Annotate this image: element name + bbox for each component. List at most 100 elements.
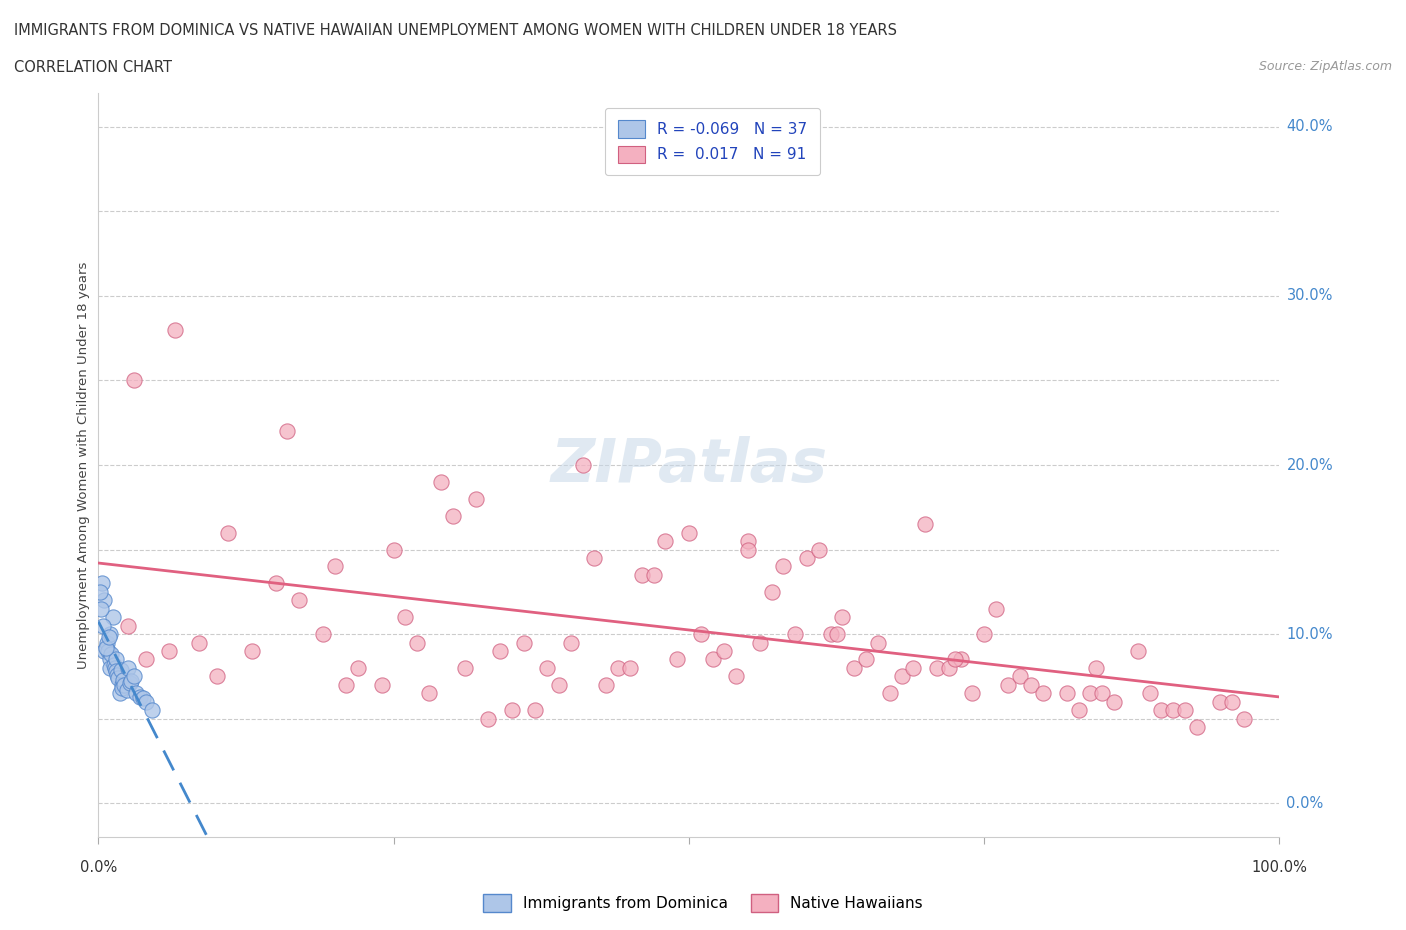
Point bbox=[949, 652, 972, 667]
Point bbox=[240, 644, 263, 658]
Point bbox=[630, 567, 652, 582]
Point bbox=[112, 677, 135, 692]
Point bbox=[725, 669, 748, 684]
Point bbox=[938, 660, 960, 675]
Point bbox=[890, 669, 912, 684]
Point bbox=[103, 658, 125, 672]
Point bbox=[312, 627, 335, 642]
Point bbox=[465, 491, 488, 506]
Point bbox=[1067, 703, 1090, 718]
Point bbox=[288, 592, 311, 607]
Point bbox=[536, 660, 558, 675]
Point bbox=[1056, 685, 1078, 700]
Point bbox=[441, 509, 464, 524]
Point bbox=[844, 660, 866, 675]
Text: ZIPatlas: ZIPatlas bbox=[550, 435, 828, 495]
Point bbox=[595, 677, 617, 692]
Point bbox=[866, 635, 889, 650]
Legend: Immigrants from Dominica, Native Hawaiians: Immigrants from Dominica, Native Hawaiia… bbox=[477, 888, 929, 918]
Point bbox=[347, 660, 370, 675]
Point bbox=[112, 672, 135, 687]
Point bbox=[105, 667, 128, 682]
Point bbox=[91, 618, 114, 633]
Point bbox=[117, 660, 139, 675]
Point bbox=[93, 592, 115, 607]
Point bbox=[105, 652, 128, 667]
Text: 0.0%: 0.0% bbox=[1286, 796, 1323, 811]
Point bbox=[737, 542, 759, 557]
Point bbox=[90, 602, 112, 617]
Point bbox=[943, 652, 966, 667]
Text: 30.0%: 30.0% bbox=[1286, 288, 1333, 303]
Point bbox=[702, 652, 724, 667]
Point bbox=[796, 551, 818, 565]
Point bbox=[97, 644, 120, 658]
Text: CORRELATION CHART: CORRELATION CHART bbox=[14, 60, 172, 75]
Point bbox=[104, 660, 127, 675]
Point bbox=[430, 474, 453, 489]
Point bbox=[110, 662, 132, 677]
Text: IMMIGRANTS FROM DOMINICA VS NATIVE HAWAIIAN UNEMPLOYMENT AMONG WOMEN WITH CHILDR: IMMIGRANTS FROM DOMINICA VS NATIVE HAWAI… bbox=[14, 23, 897, 38]
Point bbox=[94, 640, 117, 655]
Point bbox=[89, 584, 111, 599]
Point bbox=[761, 584, 783, 599]
Point bbox=[128, 689, 150, 704]
Point bbox=[879, 685, 901, 700]
Point bbox=[914, 517, 936, 532]
Point bbox=[217, 525, 239, 540]
Point bbox=[1139, 685, 1161, 700]
Point bbox=[121, 674, 143, 689]
Point bbox=[1032, 685, 1054, 700]
Point bbox=[382, 542, 405, 557]
Point bbox=[120, 676, 142, 691]
Point bbox=[141, 703, 163, 718]
Point bbox=[1209, 695, 1232, 710]
Point bbox=[548, 677, 571, 692]
Point bbox=[831, 610, 853, 625]
Text: 10.0%: 10.0% bbox=[1286, 627, 1333, 642]
Point bbox=[583, 551, 606, 565]
Point bbox=[489, 644, 512, 658]
Point bbox=[678, 525, 700, 540]
Legend: R = -0.069   N = 37, R =  0.017   N = 91: R = -0.069 N = 37, R = 0.017 N = 91 bbox=[606, 108, 820, 176]
Point bbox=[501, 703, 523, 718]
Point bbox=[335, 677, 357, 692]
Point bbox=[125, 685, 148, 700]
Point bbox=[925, 660, 948, 675]
Point bbox=[93, 644, 115, 658]
Point bbox=[619, 660, 641, 675]
Point bbox=[477, 711, 499, 726]
Point bbox=[1080, 685, 1102, 700]
Point bbox=[323, 559, 346, 574]
Point bbox=[1126, 644, 1149, 658]
Point bbox=[666, 652, 689, 667]
Point bbox=[571, 458, 593, 472]
Point bbox=[98, 652, 121, 667]
Text: Source: ZipAtlas.com: Source: ZipAtlas.com bbox=[1258, 60, 1392, 73]
Point bbox=[785, 627, 807, 642]
Point bbox=[453, 660, 475, 675]
Point bbox=[1185, 720, 1208, 735]
Point bbox=[1085, 660, 1108, 675]
Point bbox=[91, 576, 114, 591]
Text: 100.0%: 100.0% bbox=[1251, 860, 1308, 875]
Point bbox=[737, 534, 759, 549]
Point bbox=[187, 635, 209, 650]
Point bbox=[117, 618, 139, 633]
Point bbox=[276, 424, 298, 439]
Point bbox=[122, 669, 145, 684]
Point bbox=[689, 627, 711, 642]
Point bbox=[1150, 703, 1173, 718]
Point bbox=[108, 685, 131, 700]
Point bbox=[122, 373, 145, 388]
Point bbox=[962, 685, 984, 700]
Point bbox=[264, 576, 287, 591]
Point bbox=[105, 664, 128, 679]
Point bbox=[1220, 695, 1243, 710]
Point bbox=[98, 660, 121, 675]
Point bbox=[903, 660, 925, 675]
Point bbox=[406, 635, 429, 650]
Point bbox=[1091, 685, 1114, 700]
Point bbox=[713, 644, 735, 658]
Point bbox=[1233, 711, 1256, 726]
